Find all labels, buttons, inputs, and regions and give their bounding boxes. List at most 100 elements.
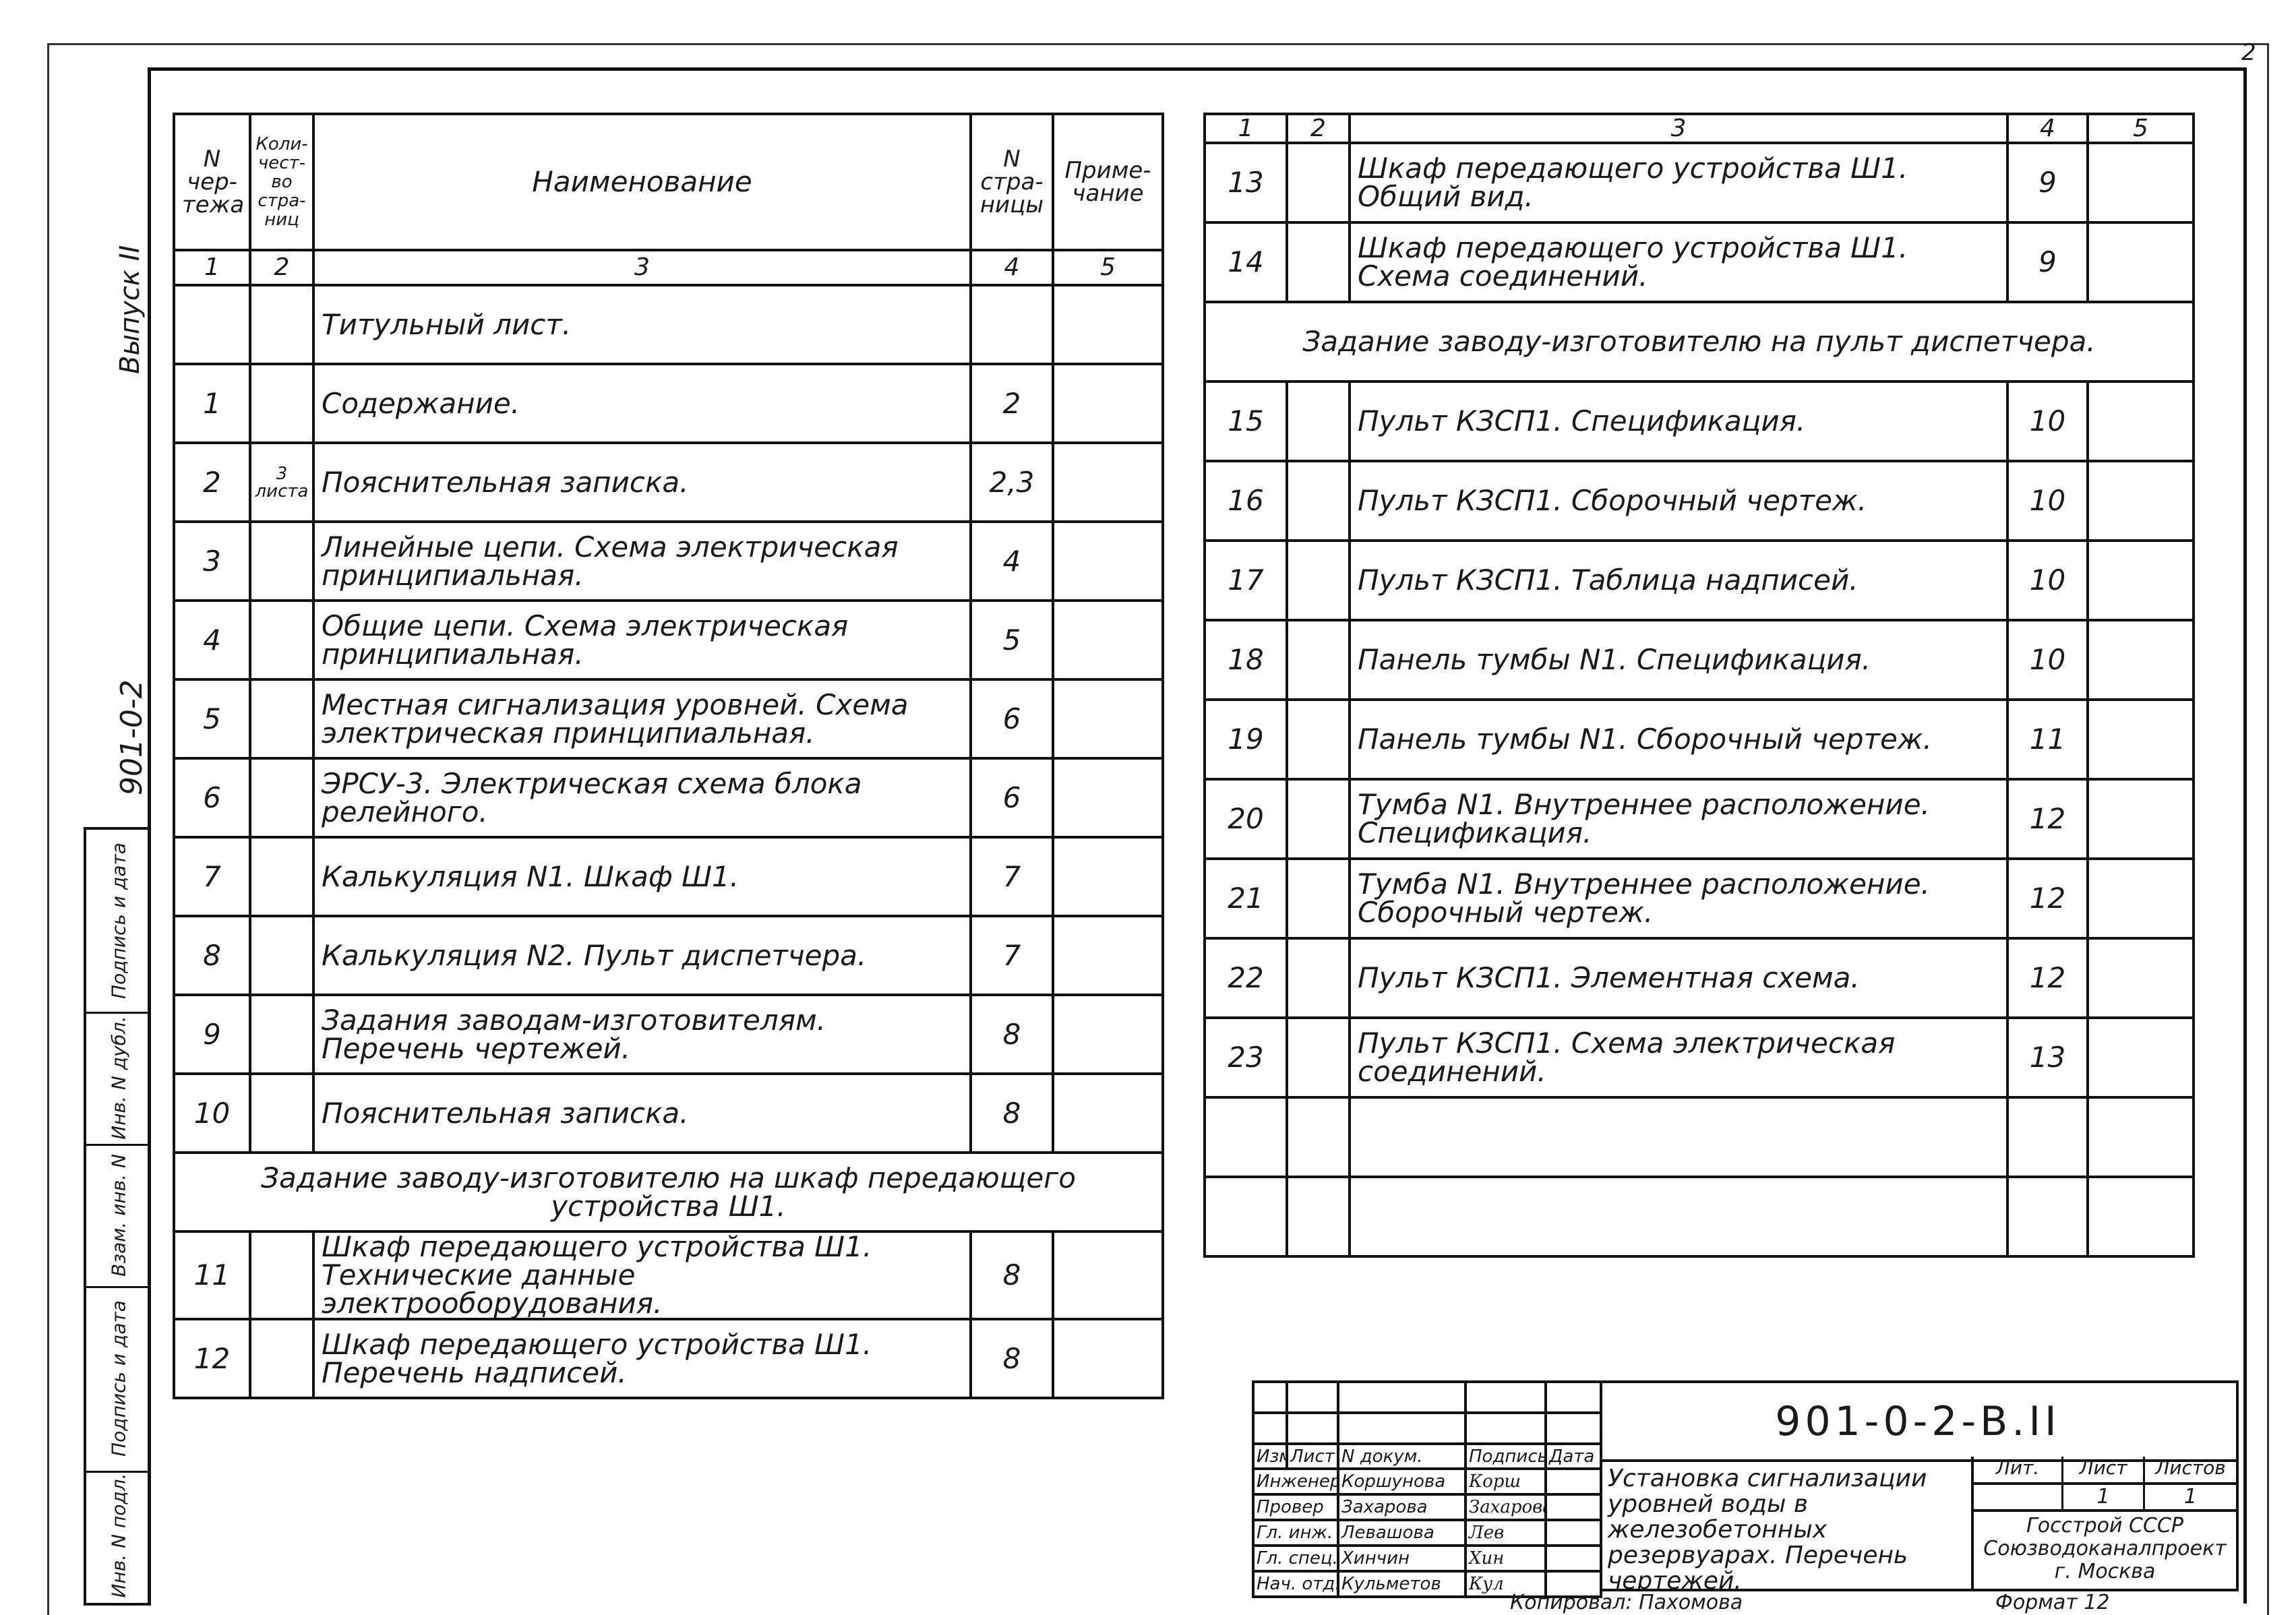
page-number: 10 [2006,460,2089,542]
table-row: 10 Пояснительная записка. 8 [173,1072,1164,1154]
page-count [249,994,315,1075]
drawing-number: 18 [1203,619,1288,701]
signatory-row: Нач. отд. Кульметов Кул [1252,1570,1602,1598]
stamp-label: Подпись и дата [107,843,130,999]
drawing-name: Пояснительная записка. [312,1072,972,1154]
note [2086,698,2195,781]
stamp-label: Инв. N дубл. [107,1016,130,1140]
revision-header: Подпись [1464,1442,1547,1470]
drawing-number: 2 [173,441,251,523]
page-number: 6 [969,757,1054,839]
page-number: 12 [2006,857,2089,940]
drawing-number: 10 [173,1072,251,1154]
signatory-role: Гл. спец. [1252,1544,1339,1573]
page-count [249,284,315,365]
column-number: 2 [1286,113,1351,144]
drawing-name: Пульт КЗСП1. Таблица надписей. [1348,539,2009,621]
stamp-label: Подпись и дата [107,1300,130,1457]
page-count [249,599,315,681]
document-code: 901-0-2-В.II [1600,1380,2239,1462]
note [1052,994,1164,1075]
org-ministry: Госстрой СССР [2026,1514,2183,1537]
page-count [249,1072,315,1154]
drawing-number: 9 [173,994,251,1075]
page-number: 7 [969,836,1054,917]
note [1052,836,1164,917]
drawing-number: 13 [1203,142,1288,224]
page-number: 8 [969,1318,1054,1399]
page-number: 8 [969,1230,1054,1320]
drawings-list-table-right: 1 2 3 4 5 13 Шкаф передающего устройства Ш1. О… [1203,113,2195,1258]
drawing-number: 14 [1203,221,1288,303]
drawing-name: Калькуляция N2. Пульт диспетчера. [312,915,972,996]
table-row: 9 Задания заводам-изготовителям. Перечень… [173,994,1164,1075]
signatory-role: Инженер [1252,1467,1339,1496]
date-cell [1544,1467,1602,1496]
revision-header: Лист [1286,1442,1339,1470]
signatory-name: Коршунова [1337,1467,1467,1496]
page-number [2006,1176,2089,1258]
table-row: 18 Панель тумбы N1. Спецификация. 10 [1203,619,2195,701]
stamp-field: Подпись и дата [86,830,151,1014]
note [2086,539,2195,621]
signatory-name: Левашова [1337,1519,1467,1547]
drawing-name: Панель тумбы N1. Сборочный чертеж. [1348,698,2009,781]
lit-value [1974,1485,2063,1509]
table-row: 15 Пульт КЗСП1. Спецификация. 10 [1203,380,2195,462]
empty-cell [1252,1411,1288,1445]
empty-cell [1544,1411,1602,1445]
signatory-row: Гл. спец. Хинчин Хин [1252,1544,1602,1573]
signature: Кул [1464,1570,1547,1598]
page-count [249,520,315,602]
drawing-number [1203,1176,1288,1258]
drawing-number: 21 [1203,857,1288,940]
signatory-role: Нач. отд. [1252,1570,1339,1598]
note [1052,1072,1164,1154]
signatory-row: Инженер Коршунова Корш [1252,1467,1602,1496]
page-count [1286,221,1351,303]
page-number [2006,1096,2089,1178]
title-bottom-rule [1600,1589,1971,1591]
column-number: 2 [249,249,315,286]
header-cell: Приме-чание [1052,113,1164,251]
column-number: 1 [173,249,251,286]
page-count [1286,1176,1351,1258]
signatory-role: Гл. инж. пр. [1252,1519,1339,1547]
note [2086,857,2195,940]
note [1052,441,1164,523]
drawing-name: Шкаф передающего устройства Ш1. Схема со… [1348,221,2009,303]
signature: Захарова [1464,1493,1547,1521]
header-cell: N чер-тежа [173,113,251,251]
date-cell [1544,1570,1602,1598]
note [2086,778,2195,860]
drawing-name: Задания заводам-изготовителям. Перечень … [312,994,972,1075]
page-number: 5 [969,599,1054,681]
stamp-label: Инв. N подл. [107,1473,130,1598]
signatory-name: Хинчин [1337,1544,1467,1573]
drawing-name: Местная сигнализация уровней. Схема элек… [312,678,972,760]
sheet-label: Лист [2063,1457,2145,1482]
page-count [249,836,315,917]
stamp-field: Подпись и дата [86,1286,151,1473]
page-count [1286,619,1351,701]
signatory-role: Провер [1252,1493,1339,1521]
drawing-number: 16 [1203,460,1288,542]
page-number: 4 [969,520,1054,602]
drawing-number: 1 [173,363,251,444]
drawings-list-table-left: N чер-тежа Коли-чест-во стра-ниц Наимено… [173,113,1164,1399]
signatory-name: Кульметов [1337,1570,1467,1598]
empty-cell [1286,1411,1339,1445]
empty-cell [1337,1380,1467,1414]
note [2086,221,2195,303]
drawing-name: Тумба N1. Внутреннее расположение. Специ… [1348,778,2009,860]
issue-label: Выпуск II [115,245,146,374]
table-row: 8 Калькуляция N2. Пульт диспетчера. 7 [173,915,1164,996]
header-cell: Наименование [312,113,972,251]
note [1052,678,1164,760]
drawing-name: Калькуляция N1. Шкаф Ш1. [312,836,972,917]
table-row: 3 Линейные цепи. Схема электрическая прин… [173,520,1164,602]
drawing-name: Содержание. [312,363,972,444]
stamp-field: Инв. N подл. [86,1471,151,1600]
